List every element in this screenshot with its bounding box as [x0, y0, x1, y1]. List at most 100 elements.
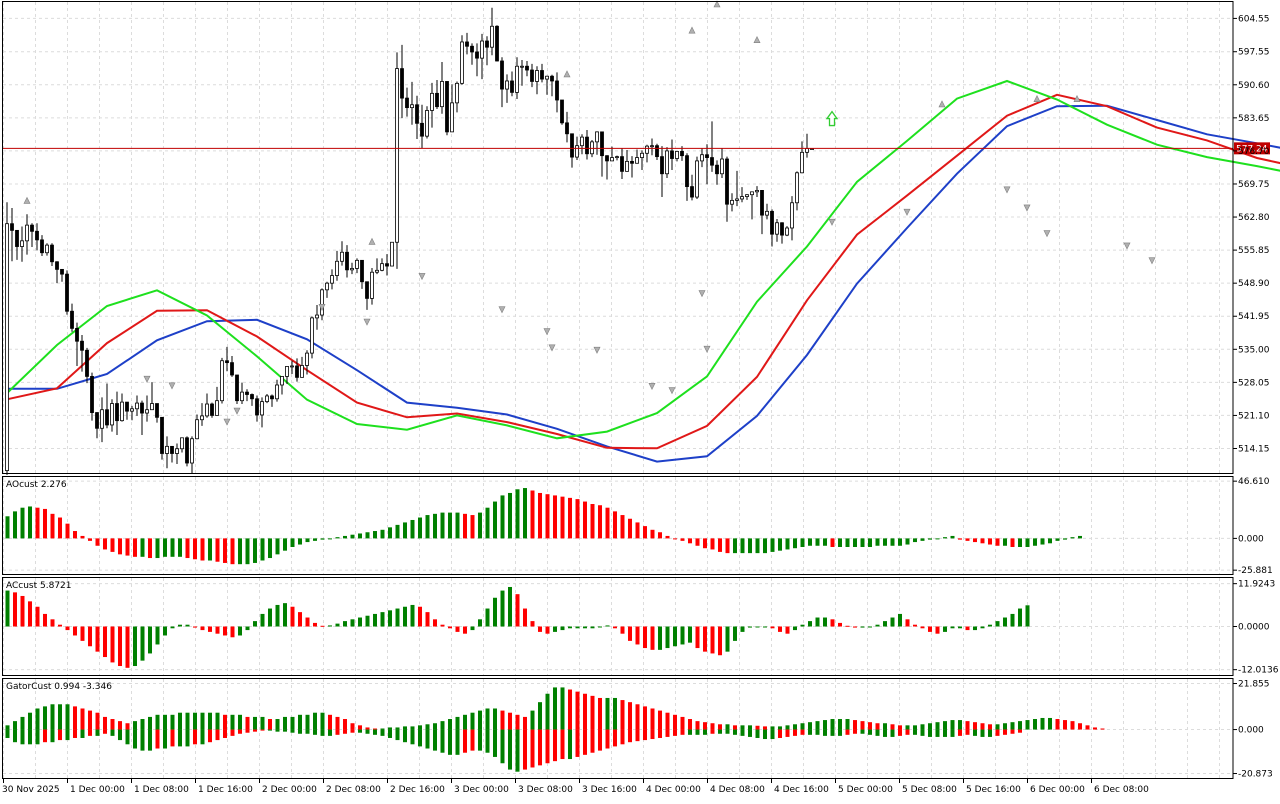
gator-lower-bar [5, 729, 10, 738]
ao-bar [178, 538, 182, 557]
ac-bar [688, 626, 692, 643]
gator-lower-bar [710, 729, 715, 734]
candle-body [440, 81, 444, 108]
candle-body [655, 145, 659, 158]
ac-bar [568, 626, 572, 629]
ao-bar [335, 537, 340, 539]
gator-lower-bar [995, 729, 1000, 736]
gator-lower-bar [545, 729, 550, 764]
ao-bar [650, 529, 655, 539]
candle-body [180, 437, 184, 450]
gator-upper-bar [58, 704, 62, 730]
ac-bar [830, 619, 835, 627]
candle-body [305, 352, 309, 366]
ac-bar [943, 626, 947, 632]
ao-bar [1025, 538, 1030, 547]
candle-body [780, 222, 784, 236]
ao-bar [823, 538, 827, 546]
ao-bar [358, 533, 362, 539]
ac-bar [718, 626, 722, 656]
ao-bar [815, 538, 820, 546]
gator-lower-bar [1003, 729, 1007, 735]
ac-bar [268, 608, 272, 627]
gator-lower-bar [620, 729, 625, 745]
gator-lower-bar [688, 729, 692, 735]
gator-upper-bar [575, 691, 580, 730]
gator-upper-bar [455, 716, 460, 730]
candle-body [605, 155, 609, 162]
candle-body [505, 80, 509, 90]
ac-bar [425, 612, 430, 627]
gator-upper-bar [440, 721, 445, 730]
ao-bar [448, 512, 452, 539]
ao-bar [155, 538, 160, 559]
ac-tick-label: 0.0000 [1238, 623, 1270, 633]
candle-body [565, 122, 569, 135]
gator-lower-bar [50, 729, 55, 743]
ac-bar [313, 622, 317, 627]
panel-frame-gator [2, 678, 1234, 779]
candle-body [755, 189, 759, 193]
ac-bar [643, 626, 647, 649]
ac-bar [440, 624, 445, 627]
ac-bar [493, 597, 497, 627]
ac-bar [620, 626, 625, 634]
gator-lower-bar [20, 729, 25, 745]
ao-bar [1048, 538, 1052, 544]
gator-upper-bar [238, 714, 242, 730]
gator-upper-bar [590, 695, 595, 730]
price-tick-label: 541.95 [1238, 312, 1270, 322]
gator-upper-bar [388, 727, 392, 730]
moving-average-line-1 [6, 93, 1280, 450]
fractal-up-marker [938, 100, 946, 108]
candle-body [610, 157, 614, 162]
candle-body [430, 92, 434, 111]
fractal-down-marker [543, 328, 551, 336]
gator-lower-bar [103, 729, 107, 734]
gator-lower-bar [523, 729, 527, 770]
candle-body [635, 157, 639, 164]
candle-body [590, 141, 594, 155]
ac-bar [253, 621, 257, 627]
gator-upper-bar [148, 716, 152, 730]
gator-lower-bar [673, 729, 677, 736]
fractal-up-marker [1073, 94, 1081, 102]
ao-tick-label: -25.881 [1238, 566, 1273, 576]
ao-bar [5, 516, 10, 539]
ac-bar [523, 608, 527, 627]
ao-bar [778, 538, 782, 551]
ac-bar [808, 621, 812, 627]
ao-bar [913, 538, 917, 543]
gator-lower-bar [178, 729, 182, 747]
ao-bar [965, 538, 970, 541]
gator-lower-bar [478, 729, 482, 751]
gator-upper-bar [815, 721, 820, 730]
panel-frame-price [2, 1, 1234, 474]
ao-bar [418, 517, 422, 539]
candle-body [385, 263, 389, 267]
ac-bar [343, 621, 347, 627]
candle-body [355, 259, 359, 269]
gator-upper-bar [463, 714, 467, 730]
gator-upper-bar [665, 712, 670, 730]
ao-bar [208, 538, 212, 561]
gator-upper-bar [110, 719, 115, 730]
ac-bar [695, 626, 700, 649]
gator-lower-bar [988, 729, 992, 737]
candle-body [770, 210, 774, 235]
price-tick-label: 521.10 [1238, 411, 1270, 421]
candle-body [335, 260, 339, 276]
gator-lower-bar [830, 729, 835, 736]
ac-bar [110, 626, 115, 663]
candle-body [365, 281, 369, 299]
gator-lower-bar [275, 729, 280, 732]
gator-upper-bar [1100, 728, 1105, 730]
candle-body [325, 282, 329, 291]
panel-frame-ac [2, 577, 1234, 676]
ao-bar [905, 538, 910, 545]
candle-body [205, 403, 209, 417]
gator-lower-bar [485, 729, 490, 753]
ao-bar [35, 507, 40, 539]
ao-bar [343, 535, 347, 539]
gator-upper-bar [830, 719, 835, 730]
